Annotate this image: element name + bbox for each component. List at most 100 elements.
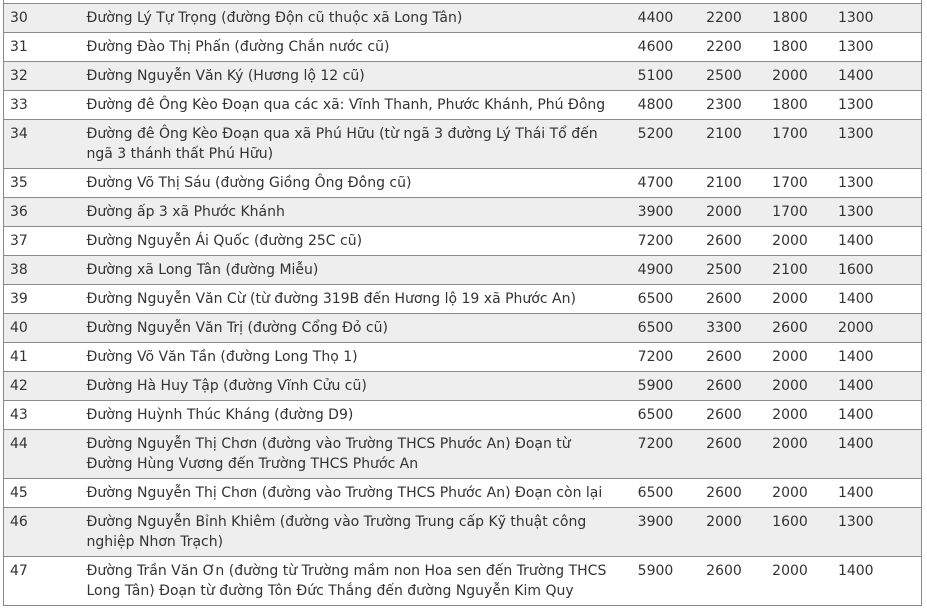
price-zone4: 1400 xyxy=(822,478,922,508)
street-name: Đường Nguyễn Ái Quốc (đường 25C cũ) xyxy=(80,226,621,256)
price-zone1: 4800 xyxy=(620,90,691,120)
street-name: Đường Trần Văn Ơn (đường từ Trường mầm n… xyxy=(80,556,621,606)
price-zone4: 1600 xyxy=(822,255,922,285)
price-zone1: 5900 xyxy=(620,371,691,401)
price-zone2: 2600 xyxy=(690,342,758,372)
price-zone1: 7200 xyxy=(620,226,691,256)
land-price-table: 30 Đường Lý Tự Trọng (đường Độn cũ thuộc… xyxy=(3,0,923,606)
price-zone4: 1300 xyxy=(822,507,922,557)
row-number: 41 xyxy=(3,342,81,372)
row-number: 42 xyxy=(3,371,81,401)
street-name: Đường Hà Huy Tập (đường Vĩnh Cửu cũ) xyxy=(80,371,621,401)
row-number: 30 xyxy=(3,3,81,33)
street-name: Đường đê Ông Kèo Đoạn qua các xã: Vĩnh T… xyxy=(80,90,621,120)
street-name: Đường ấp 3 xã Phước Khánh xyxy=(80,197,621,227)
table-row: 30 Đường Lý Tự Trọng (đường Độn cũ thuộc… xyxy=(3,3,922,33)
price-zone4: 1300 xyxy=(822,32,922,62)
table-row: 44 Đường Nguyễn Thị Chơn (đường vào Trườ… xyxy=(3,429,922,479)
row-number: 34 xyxy=(3,119,81,169)
table-row: 46 Đường Nguyễn Bỉnh Khiêm (đường vào Tr… xyxy=(3,507,922,557)
price-zone3: 2000 xyxy=(757,226,823,256)
table-row: 35 Đường Võ Thị Sáu (đường Giồng Ông Đôn… xyxy=(3,168,922,198)
price-zone3: 1700 xyxy=(757,119,823,169)
price-zone2: 2600 xyxy=(690,284,758,314)
street-name: Đường Nguyễn Văn Cừ (từ đường 319B đến H… xyxy=(80,284,621,314)
price-zone1: 7200 xyxy=(620,429,691,479)
street-name: Đường Nguyễn Bỉnh Khiêm (đường vào Trườn… xyxy=(80,507,621,557)
row-number: 36 xyxy=(3,197,81,227)
price-zone2: 2000 xyxy=(690,197,758,227)
cropped-row-remnant xyxy=(3,0,922,4)
row-number: 37 xyxy=(3,226,81,256)
price-zone2: 2600 xyxy=(690,429,758,479)
street-name: Đường Nguyễn Văn Ký (Hương lộ 12 cũ) xyxy=(80,61,621,91)
table-row: 42 Đường Hà Huy Tập (đường Vĩnh Cửu cũ) … xyxy=(3,371,922,401)
price-zone1: 4700 xyxy=(620,168,691,198)
row-number: 44 xyxy=(3,429,81,479)
price-zone3: 2600 xyxy=(757,313,823,343)
row-number: 40 xyxy=(3,313,81,343)
table-row: 34 Đường đê Ông Kèo Đoạn qua xã Phú Hữu … xyxy=(3,119,922,169)
table-row: 36 Đường ấp 3 xã Phước Khánh 3900 2000 1… xyxy=(3,197,922,227)
price-zone2: 2600 xyxy=(690,400,758,430)
price-zone3: 2000 xyxy=(757,478,823,508)
price-zone1: 3900 xyxy=(620,197,691,227)
price-zone3: 1800 xyxy=(757,90,823,120)
price-zone2: 2500 xyxy=(690,61,758,91)
table-row: 39 Đường Nguyễn Văn Cừ (từ đường 319B đế… xyxy=(3,284,922,314)
price-zone3: 1800 xyxy=(757,32,823,62)
row-number: 45 xyxy=(3,478,81,508)
row-number: 33 xyxy=(3,90,81,120)
price-zone4: 1400 xyxy=(822,61,922,91)
price-zone2: 2100 xyxy=(690,119,758,169)
price-zone4: 1400 xyxy=(822,556,922,606)
price-zone3: 2000 xyxy=(757,61,823,91)
row-number: 43 xyxy=(3,400,81,430)
price-zone2: 2600 xyxy=(690,226,758,256)
table-row: 41 Đường Võ Văn Tần (đường Long Thọ 1) 7… xyxy=(3,342,922,372)
price-zone1: 7200 xyxy=(620,342,691,372)
table-row: 45 Đường Nguyễn Thị Chơn (đường vào Trườ… xyxy=(3,478,922,508)
price-zone2: 2200 xyxy=(690,32,758,62)
cropped-row-remnant-cell xyxy=(3,0,922,4)
price-zone4: 1400 xyxy=(822,284,922,314)
row-number: 47 xyxy=(3,556,81,606)
table-row: 47 Đường Trần Văn Ơn (đường từ Trường mầ… xyxy=(3,556,922,606)
price-zone1: 5200 xyxy=(620,119,691,169)
street-name: Đường xã Long Tân (đường Miễu) xyxy=(80,255,621,285)
price-zone1: 6500 xyxy=(620,478,691,508)
price-zone2: 2600 xyxy=(690,556,758,606)
price-zone2: 2600 xyxy=(690,478,758,508)
price-zone3: 1700 xyxy=(757,197,823,227)
row-number: 46 xyxy=(3,507,81,557)
row-number: 35 xyxy=(3,168,81,198)
price-zone1: 4900 xyxy=(620,255,691,285)
price-zone1: 5100 xyxy=(620,61,691,91)
street-name: Đường Võ Văn Tần (đường Long Thọ 1) xyxy=(80,342,621,372)
table-row: 37 Đường Nguyễn Ái Quốc (đường 25C cũ) 7… xyxy=(3,226,922,256)
price-zone4: 1400 xyxy=(822,400,922,430)
price-zone4: 1400 xyxy=(822,226,922,256)
price-zone3: 2000 xyxy=(757,429,823,479)
price-zone3: 1700 xyxy=(757,168,823,198)
price-zone3: 2000 xyxy=(757,400,823,430)
price-zone3: 2100 xyxy=(757,255,823,285)
price-zone2: 3300 xyxy=(690,313,758,343)
price-zone3: 2000 xyxy=(757,284,823,314)
price-zone3: 2000 xyxy=(757,556,823,606)
price-zone2: 2100 xyxy=(690,168,758,198)
table-row: 40 Đường Nguyễn Văn Trị (đường Cổng Đỏ c… xyxy=(3,313,922,343)
price-zone4: 1400 xyxy=(822,371,922,401)
price-zone4: 2000 xyxy=(822,313,922,343)
price-table-body: 30 Đường Lý Tự Trọng (đường Độn cũ thuộc… xyxy=(3,0,922,606)
price-zone4: 1300 xyxy=(822,197,922,227)
row-number: 32 xyxy=(3,61,81,91)
street-name: Đường Lý Tự Trọng (đường Độn cũ thuộc xã… xyxy=(80,3,621,33)
price-zone1: 4600 xyxy=(620,32,691,62)
price-zone3: 2000 xyxy=(757,371,823,401)
table-row: 33 Đường đê Ông Kèo Đoạn qua các xã: Vĩn… xyxy=(3,90,922,120)
price-zone1: 5900 xyxy=(620,556,691,606)
table-row: 31 Đường Đào Thị Phấn (đường Chắn nước c… xyxy=(3,32,922,62)
street-name: Đường Huỳnh Thúc Kháng (đường D9) xyxy=(80,400,621,430)
